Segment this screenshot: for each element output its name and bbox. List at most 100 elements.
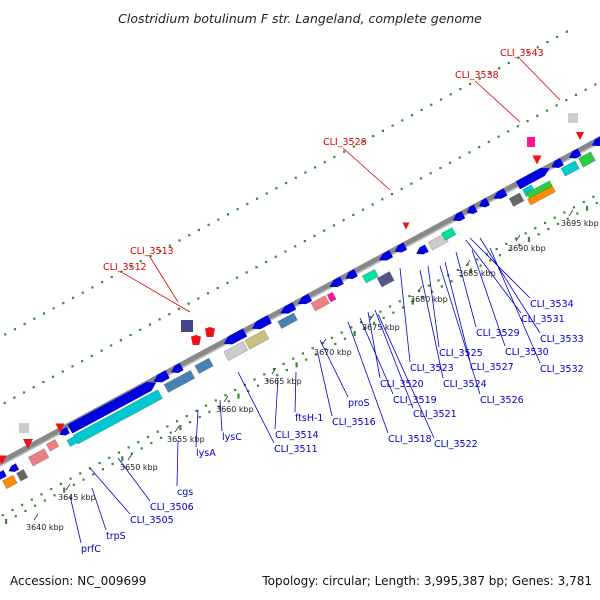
track-dot bbox=[101, 468, 105, 471]
gene-feature bbox=[326, 291, 337, 303]
tick-label: 3685 kbp bbox=[458, 269, 496, 278]
track-dot bbox=[100, 281, 104, 284]
tick-mark bbox=[417, 285, 423, 293]
track-dot bbox=[206, 292, 210, 295]
track-dot bbox=[495, 247, 498, 251]
track-dot bbox=[81, 291, 84, 294]
gene-feature bbox=[194, 357, 214, 375]
track-dot bbox=[410, 114, 414, 117]
gene-feature bbox=[0, 470, 7, 480]
gene-feature bbox=[394, 242, 408, 253]
gene-feature bbox=[67, 381, 157, 434]
track-dot bbox=[469, 268, 472, 274]
gene-feature bbox=[441, 227, 457, 241]
tick-label: 3680 kbp bbox=[410, 295, 448, 304]
track-dot bbox=[22, 391, 26, 394]
tick-label: 3675 kbp bbox=[362, 323, 400, 332]
track-dot bbox=[224, 394, 227, 397]
track-dot bbox=[450, 280, 453, 283]
track-dot bbox=[352, 213, 355, 217]
gene-label: CLI_3528 bbox=[323, 137, 367, 148]
track-dot bbox=[410, 182, 413, 185]
leader-line bbox=[399, 267, 411, 363]
gene-label: cgs bbox=[177, 487, 193, 498]
track-dot bbox=[59, 482, 62, 486]
leader-line bbox=[319, 339, 349, 398]
track-dot bbox=[237, 393, 240, 399]
track-dot bbox=[516, 125, 519, 128]
track-dot bbox=[110, 275, 113, 279]
track-dot bbox=[332, 224, 336, 227]
track-dot bbox=[21, 503, 24, 506]
gene-feature bbox=[416, 244, 429, 255]
tick-label: 3695 kbp bbox=[561, 219, 599, 228]
gene-label: CLI_3523 bbox=[410, 363, 454, 374]
track-dot bbox=[411, 299, 414, 305]
track-dot bbox=[52, 307, 55, 310]
accession-text: Accession: NC_009699 bbox=[10, 574, 146, 588]
track-dot bbox=[592, 195, 595, 198]
track-dot bbox=[304, 171, 307, 174]
track-dot bbox=[476, 258, 479, 261]
gene-label: lysA bbox=[196, 448, 216, 459]
leader-line bbox=[465, 239, 522, 314]
track-dot bbox=[256, 384, 259, 387]
track-dot bbox=[390, 193, 394, 196]
gene-feature bbox=[59, 426, 70, 436]
track-dot bbox=[466, 263, 469, 266]
track-dot bbox=[456, 268, 459, 272]
track-dot bbox=[13, 328, 17, 331]
track-dot bbox=[207, 223, 210, 226]
track-dot bbox=[439, 98, 443, 101]
track-dot bbox=[371, 203, 374, 206]
gene-feature bbox=[591, 136, 600, 147]
track-dot bbox=[92, 473, 95, 476]
track-dot bbox=[343, 337, 347, 340]
leader-line bbox=[237, 371, 275, 444]
tick-mark bbox=[174, 425, 180, 433]
track-dot bbox=[137, 441, 140, 444]
track-dot bbox=[400, 187, 403, 190]
track-dot bbox=[69, 477, 72, 480]
track-dot bbox=[295, 362, 298, 368]
track-dot bbox=[42, 312, 46, 315]
track-dot bbox=[187, 302, 190, 305]
pseudo-feature bbox=[55, 423, 65, 433]
gene-feature bbox=[223, 328, 248, 345]
track-dot bbox=[275, 187, 278, 190]
track-dot bbox=[381, 129, 384, 132]
tick-label: 3665 kbp bbox=[264, 377, 302, 386]
track-dot bbox=[350, 326, 353, 329]
gene-feature bbox=[515, 168, 550, 190]
track-dot bbox=[177, 307, 181, 311]
track-dot bbox=[245, 271, 248, 274]
track-dot bbox=[556, 222, 560, 225]
track-dot bbox=[314, 166, 317, 169]
track-dot bbox=[30, 498, 33, 501]
track-dot bbox=[420, 108, 423, 112]
tick-label: 3640 kbp bbox=[26, 523, 64, 532]
track-dot bbox=[526, 119, 529, 123]
track-dot bbox=[198, 415, 201, 419]
track-dot bbox=[594, 83, 597, 86]
track-dot bbox=[100, 349, 103, 352]
track-dot bbox=[111, 462, 114, 466]
track-dot bbox=[255, 266, 258, 269]
track-dot bbox=[391, 124, 394, 127]
track-dot bbox=[303, 239, 306, 243]
track-dot bbox=[419, 177, 423, 180]
track-dot bbox=[437, 279, 440, 282]
track-dot bbox=[156, 430, 159, 433]
track-dot bbox=[108, 456, 111, 459]
tick-label: 3670 kbp bbox=[314, 348, 352, 357]
track-dot bbox=[431, 290, 434, 293]
track-dot bbox=[217, 218, 220, 221]
gene-label: CLI_3506 bbox=[150, 502, 194, 513]
track-dot bbox=[148, 323, 152, 326]
gene-feature bbox=[244, 329, 270, 350]
leader-line bbox=[274, 377, 279, 430]
map-title: Clostridium botulinum F str. Langeland, … bbox=[118, 11, 482, 26]
tick-label: 3660 kbp bbox=[216, 405, 254, 414]
track-dot bbox=[246, 202, 249, 206]
